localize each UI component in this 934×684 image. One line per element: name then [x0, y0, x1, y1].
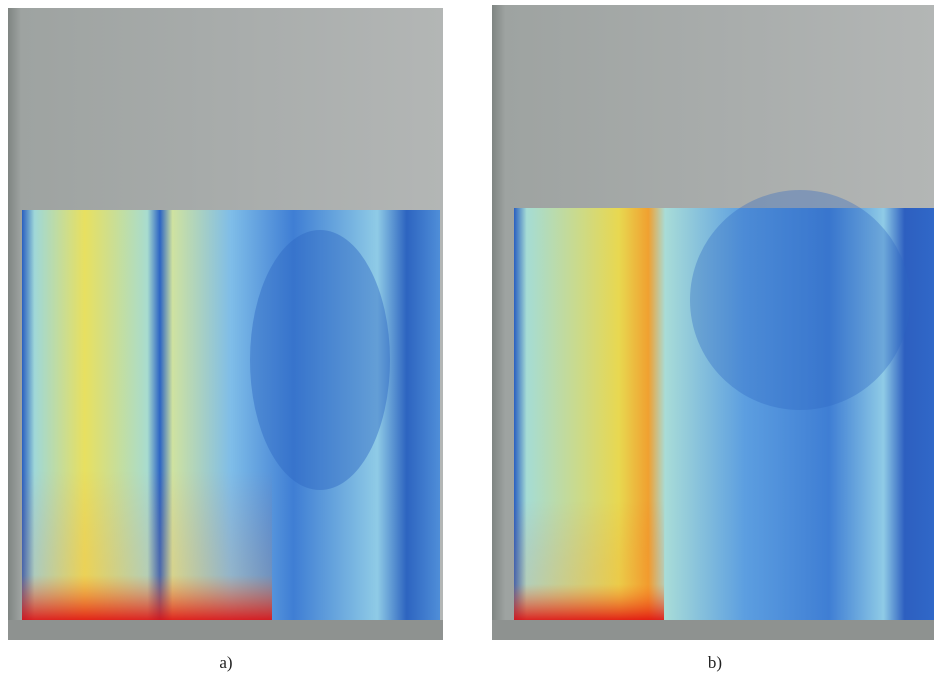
- caption: a): [219, 653, 232, 672]
- caption: b): [708, 653, 722, 672]
- panel-b-image: [492, 5, 934, 640]
- panel-a-image: [8, 8, 443, 640]
